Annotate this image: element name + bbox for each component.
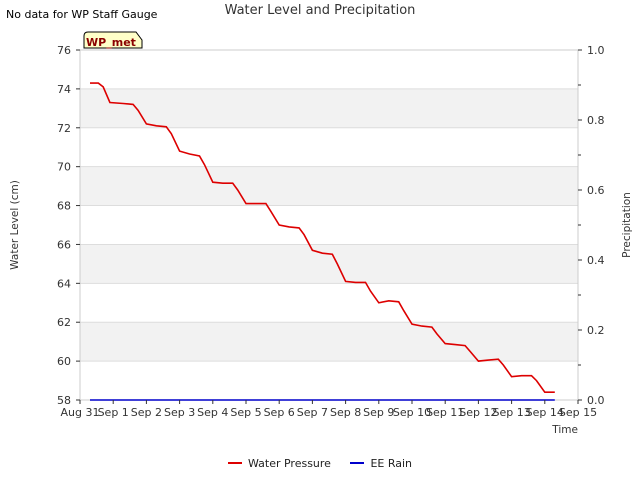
y-tick-label: 76 <box>57 44 71 57</box>
x-tick-label: Sep 9 <box>363 406 394 419</box>
legend-item-ee-rain: EE Rain <box>350 457 412 470</box>
legend-item-water-pressure: Water Pressure <box>227 456 331 470</box>
y2-tick-label: 0.8 <box>587 114 605 127</box>
x-tick-label: Sep 14 <box>526 406 564 419</box>
y-tick-label: 58 <box>57 394 71 407</box>
x-tick-label: Sep 15 <box>559 406 597 419</box>
water-pressure-line <box>90 82 555 394</box>
y-tick-label: 74 <box>57 83 71 96</box>
x-tick-label: Sep 5 <box>230 406 261 419</box>
x-tick-label: Sep 2 <box>131 406 162 419</box>
x-tick-label: Sep 7 <box>297 406 328 419</box>
legend-label: EE Rain <box>370 456 413 470</box>
band <box>80 88 578 128</box>
y2-tick-label: 0.4 <box>587 254 605 267</box>
legend-label: Water Pressure <box>247 456 331 470</box>
y2-tick-label: 1.0 <box>587 44 605 57</box>
x-tick-label: Sep 11 <box>426 406 464 419</box>
x-tick-label: Aug 31 <box>61 406 100 419</box>
x-tick-label: Sep 4 <box>197 406 228 419</box>
station-box: WP_met <box>83 31 143 49</box>
y2-tick-label: 0.6 <box>587 184 605 197</box>
band <box>80 166 578 206</box>
x-tick-label: Sep 13 <box>492 406 530 419</box>
x-tick-label: Sep 12 <box>459 406 497 419</box>
band <box>80 322 578 362</box>
y-tick-label: 72 <box>57 122 71 135</box>
y-tick-label: 60 <box>57 355 71 368</box>
y-tick-label: 64 <box>57 277 71 290</box>
x-tick-label: Sep 10 <box>393 406 431 419</box>
left-axis-ticks: 58 60 62 64 66 68 70 72 74 76 <box>57 44 80 407</box>
y2-tick-label: 0.0 <box>587 394 605 407</box>
y-axis-label: Water Level (cm) <box>9 180 21 270</box>
band <box>80 244 578 284</box>
chart-title: Water Level and Precipitation <box>224 3 416 18</box>
station-label: WP_met <box>86 36 136 49</box>
x-tick-label: Sep 6 <box>264 406 295 419</box>
x-axis-label: Time <box>551 424 578 436</box>
x-tick-label: Sep 3 <box>164 406 195 419</box>
y-tick-label: 70 <box>57 161 71 174</box>
no-data-note: No data for WP Staff Gauge <box>6 8 158 21</box>
x-tick-label: Sep 1 <box>98 406 129 419</box>
water-pressure-swatch <box>227 462 242 464</box>
y2-axis-label: Precipitation <box>621 192 633 258</box>
y-tick-label: 62 <box>57 316 71 329</box>
y-tick-label: 66 <box>57 238 71 251</box>
y2-tick-label: 0.2 <box>587 324 605 337</box>
background-bands <box>80 88 578 362</box>
x-tick-label: Sep 8 <box>330 406 361 419</box>
series-layer <box>90 82 555 401</box>
right-axis-ticks: 0.0 0.2 0.4 0.6 0.8 1.0 <box>578 44 605 407</box>
ee-rain-swatch <box>350 462 365 464</box>
y-tick-label: 68 <box>57 200 71 213</box>
legend: Water Pressure EE Rain <box>0 454 640 470</box>
